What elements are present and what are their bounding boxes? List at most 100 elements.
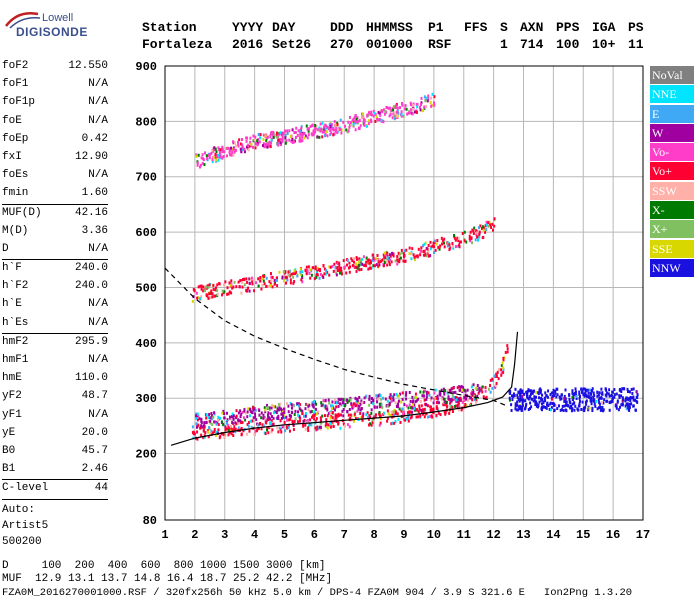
echo-dot: [292, 428, 295, 432]
echo-dot: [203, 163, 206, 167]
echo-dot: [297, 410, 300, 414]
echo-dot: [252, 416, 255, 420]
echo-dot: [329, 422, 332, 426]
echo-dot: [411, 247, 414, 251]
echo-dot: [544, 399, 547, 403]
echo-dot: [399, 256, 402, 260]
echo-dot: [269, 135, 272, 139]
chart-echo-traces: [191, 92, 639, 441]
echo-dot: [405, 397, 408, 401]
echo-dot: [435, 413, 438, 417]
echo-dot: [578, 392, 581, 396]
echo-dot: [425, 397, 428, 401]
echo-dot: [200, 425, 203, 429]
echo-dot: [331, 264, 334, 268]
echo-dot: [613, 393, 616, 397]
echo-dot: [481, 225, 484, 229]
param-row-yf2: yF2 48.7: [2, 388, 108, 406]
echo-dot: [443, 245, 446, 249]
echo-dot: [559, 397, 562, 401]
param-value: 48.7: [81, 390, 108, 403]
echo-dot: [325, 272, 328, 276]
echo-dot: [487, 221, 490, 225]
echo-dot: [338, 402, 341, 406]
echo-dot: [318, 135, 321, 139]
echo-dot: [571, 402, 574, 406]
echo-dot: [332, 133, 335, 137]
echo-dot: [192, 430, 195, 434]
echo-dot: [429, 409, 432, 413]
echo-dot: [239, 409, 242, 413]
echo-dot: [393, 111, 396, 115]
param-row-mufd: MUF(D) 42.16: [2, 205, 108, 223]
echo-dot: [606, 399, 609, 403]
echo-dot: [281, 276, 284, 280]
echo-dot: [468, 237, 471, 241]
echo-dot: [377, 264, 380, 268]
header-label-iga: IGA: [592, 20, 616, 35]
echo-dot: [460, 385, 463, 389]
echo-dot: [269, 421, 272, 425]
echo-dot: [221, 150, 224, 154]
echo-dot: [560, 397, 563, 401]
echo-dot: [254, 415, 257, 419]
echo-dot: [255, 429, 258, 433]
echo-dot: [261, 423, 264, 427]
echo-dot: [422, 253, 425, 257]
echo-dot: [384, 256, 387, 260]
echo-dot: [280, 417, 283, 421]
echo-dot: [290, 414, 293, 418]
echo-dot: [397, 251, 400, 255]
echo-dot: [381, 405, 384, 409]
echo-dot: [301, 411, 304, 415]
echo-dot: [211, 431, 214, 435]
echo-dot: [396, 255, 399, 259]
echo-dot: [208, 292, 211, 296]
echo-dot: [622, 398, 625, 402]
param-divider: [2, 479, 108, 481]
echo-dot: [210, 291, 213, 295]
echo-dot: [582, 387, 585, 391]
echo-dot: [311, 403, 314, 407]
echo-dot: [475, 400, 478, 404]
param-value: 240.0: [74, 262, 108, 275]
auto-label: Auto:: [2, 503, 36, 516]
echo-dot: [359, 411, 362, 415]
echo-dot: [289, 417, 292, 421]
echo-dot: [285, 402, 288, 406]
echo-dot: [300, 139, 303, 143]
echo-dot: [386, 251, 389, 255]
echo-dot: [587, 391, 590, 395]
echo-dot: [301, 139, 304, 143]
echo-dot: [338, 261, 341, 265]
echo-dot: [284, 133, 287, 137]
echo-dot: [448, 402, 451, 406]
echo-dot: [476, 235, 479, 239]
echo-dot: [224, 425, 227, 429]
param-label: foF1: [2, 78, 29, 91]
echo-dot: [363, 396, 366, 400]
echo-dot: [283, 416, 286, 420]
echo-dot: [568, 393, 571, 397]
echo-dot: [209, 421, 212, 425]
echo-dot: [282, 131, 285, 135]
echo-dot: [430, 245, 433, 249]
echo-dot: [270, 278, 273, 282]
echo-dot: [332, 269, 335, 273]
echo-dot: [233, 147, 236, 151]
echo-dot: [527, 397, 530, 401]
echo-dot: [286, 276, 289, 280]
header-value-year: 2016: [232, 37, 264, 52]
echo-dot: [446, 242, 449, 246]
echo-dot: [237, 140, 240, 144]
echo-dot: [571, 391, 574, 395]
echo-dot: [558, 395, 561, 399]
header-label-day: DAY: [272, 20, 296, 35]
echo-dot: [459, 388, 462, 392]
echo-dot: [355, 400, 358, 404]
param-row-yf1: yF1 N/A: [2, 407, 108, 425]
param-label: D: [2, 242, 9, 255]
echo-dot: [319, 427, 322, 431]
echo-dot: [327, 398, 330, 402]
echo-dot: [613, 395, 616, 399]
